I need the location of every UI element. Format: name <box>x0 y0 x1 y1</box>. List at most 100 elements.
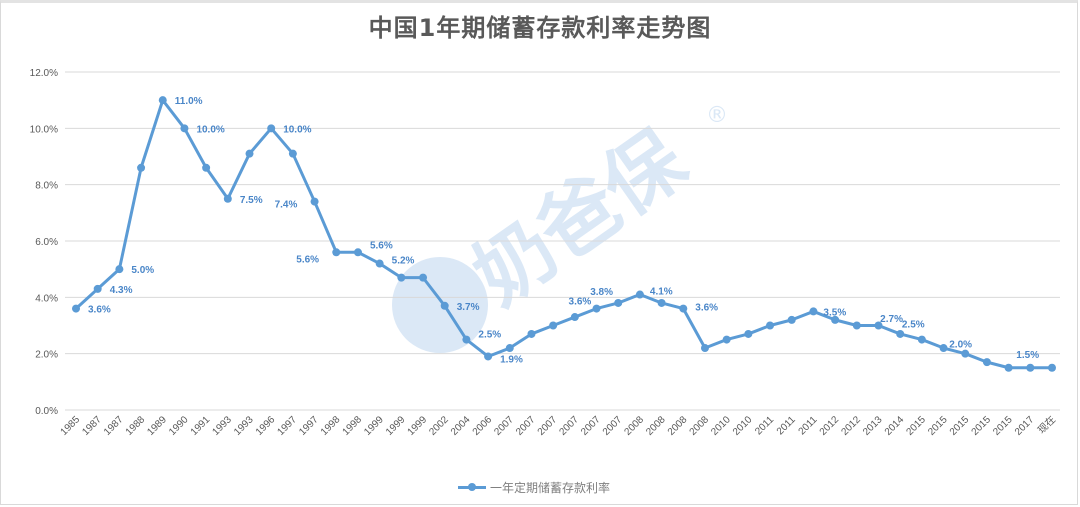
data-point-marker <box>939 344 948 353</box>
data-point-marker <box>158 96 167 105</box>
legend-line-marker-icon <box>458 482 486 491</box>
data-point-marker <box>635 290 644 299</box>
data-point-marker <box>1026 363 1035 372</box>
data-label: 7.5% <box>240 195 263 206</box>
data-point-marker <box>202 163 211 172</box>
y-tick-label: 6.0% <box>35 237 58 248</box>
x-tick-label: 1991 <box>189 414 213 438</box>
x-tick-label: 2015 <box>948 414 972 438</box>
x-tick-label: 1987 <box>80 414 104 438</box>
y-tick-label: 8.0% <box>35 181 58 192</box>
data-label: 5.6% <box>296 254 319 265</box>
data-label: 5.6% <box>370 240 393 251</box>
data-point-marker <box>353 248 362 257</box>
data-label: 3.6% <box>569 297 592 308</box>
data-point-marker <box>1004 363 1013 372</box>
x-tick-label: 2008 <box>688 414 712 438</box>
data-point-marker <box>397 273 406 282</box>
data-point-marker <box>505 344 514 353</box>
data-label: 3.6% <box>695 303 718 314</box>
x-tick-label: 2011 <box>753 414 776 437</box>
x-tick-label: 1998 <box>319 414 343 438</box>
y-axis-ticks: 0.0% 2.0% 4.0% 6.0% 8.0% 10.0% 12.0% <box>30 68 58 417</box>
data-labels: 3.6% 4.3% 5.0% 11.0% 10.0% 7.5% 10.0% 7.4% 5.6% 5… <box>88 96 1039 365</box>
gridlines <box>65 71 1060 411</box>
y-tick-label: 12.0% <box>30 68 58 79</box>
data-point-marker <box>852 321 861 330</box>
data-point-marker <box>982 358 991 367</box>
x-tick-label: 2006 <box>471 414 495 438</box>
x-tick-label: 2012 <box>839 414 863 438</box>
x-tick-label: 1989 <box>145 414 169 438</box>
data-label: 10.0% <box>196 124 224 135</box>
x-tick-label: 2014 <box>883 414 907 438</box>
data-point-marker <box>288 149 297 158</box>
data-point-marker <box>809 307 818 316</box>
x-tick-label: 1999 <box>406 414 430 438</box>
data-point-marker <box>766 321 775 330</box>
data-point-marker <box>375 259 384 268</box>
x-tick-label: 1997 <box>297 414 321 438</box>
x-tick-label: 1993 <box>210 414 234 438</box>
data-point-marker <box>245 149 254 158</box>
data-point-marker <box>527 329 536 338</box>
x-tick-label: 2015 <box>991 414 1015 438</box>
data-label: 10.0% <box>283 124 311 135</box>
data-point-marker <box>72 304 80 313</box>
x-tick-label: 2015 <box>926 414 950 438</box>
data-label: 2.5% <box>902 320 925 331</box>
x-tick-label: 2007 <box>601 414 625 438</box>
x-tick-label: 现在 <box>1035 414 1058 437</box>
x-tick-label: 2007 <box>492 414 516 438</box>
x-tick-label: 1987 <box>102 414 126 438</box>
data-point-marker <box>679 304 688 313</box>
data-label: 3.8% <box>590 287 613 298</box>
x-tick-label: 2015 <box>970 414 994 438</box>
data-label: 1.9% <box>500 354 523 365</box>
series-path <box>74 98 1052 370</box>
data-label: 3.5% <box>823 307 846 318</box>
x-tick-label: 2010 <box>731 414 755 438</box>
data-point-marker <box>917 335 926 344</box>
data-point-marker <box>657 298 666 307</box>
y-tick-label: 4.0% <box>35 293 58 304</box>
data-label: 1.5% <box>1016 350 1039 361</box>
data-point-marker <box>787 315 796 324</box>
x-tick-label: 1997 <box>275 414 299 438</box>
y-tick-label: 10.0% <box>30 124 58 135</box>
data-point-marker <box>614 298 623 307</box>
data-label: 5.2% <box>392 256 415 267</box>
x-tick-label: 2015 <box>904 414 928 438</box>
data-label: 7.4% <box>275 200 298 211</box>
data-label: 4.1% <box>650 287 673 298</box>
x-axis-ticks: 1985198719871988198919901991199319931996… <box>59 414 1059 438</box>
data-point-marker <box>592 304 601 313</box>
data-label: 3.6% <box>88 305 111 316</box>
data-label: 4.3% <box>110 285 133 296</box>
data-point-marker <box>223 194 232 203</box>
data-point-marker <box>93 284 102 293</box>
data-label: 5.0% <box>131 265 154 276</box>
data-point-marker <box>137 163 146 172</box>
data-point-marker <box>267 124 276 133</box>
data-point-marker <box>874 321 883 330</box>
data-point-marker <box>484 352 493 361</box>
data-point-marker <box>419 273 428 282</box>
data-point-marker <box>180 124 189 133</box>
x-tick-label: 2007 <box>536 414 560 438</box>
x-tick-label: 1988 <box>124 414 148 438</box>
data-point-marker <box>549 321 558 330</box>
data-point-marker <box>570 313 579 322</box>
x-tick-label: 2017 <box>1013 414 1037 438</box>
x-tick-label: 2008 <box>644 414 668 438</box>
x-tick-label: 2012 <box>818 414 842 438</box>
x-tick-label: 1999 <box>384 414 408 438</box>
data-point-marker <box>440 301 449 310</box>
data-point-marker <box>310 197 319 206</box>
x-tick-label: 2013 <box>861 414 885 438</box>
x-tick-label: 1998 <box>341 414 365 438</box>
x-tick-label: 2007 <box>579 414 603 438</box>
data-point-marker <box>1048 363 1056 372</box>
